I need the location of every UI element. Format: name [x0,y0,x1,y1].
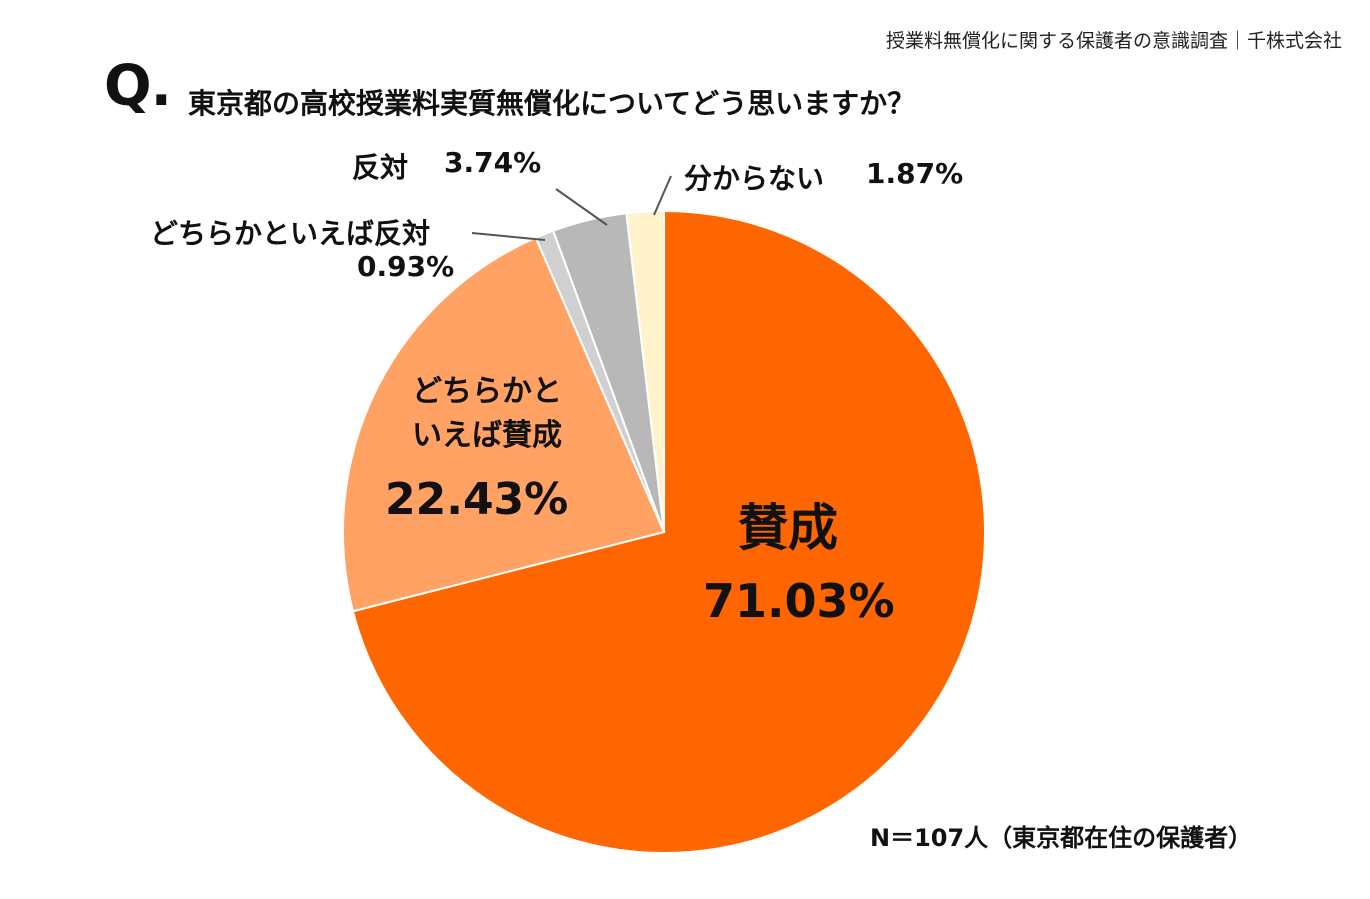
label-sansei-value: 71.03% [703,574,895,628]
leader-line-wakaranai [653,175,672,216]
label-hantai-value: 3.74% [444,146,542,179]
label-hantai-name: 反対 [352,151,409,184]
label-sansei-name: 賛成 [738,499,838,557]
label-wakaranai-value: 1.87% [866,157,964,190]
label-dochira-sansei-line2: いえば賛成 [412,418,562,453]
question-mark: Q. [104,54,172,119]
label-dochira-hantai-value: 0.93% [357,250,455,283]
label-dochira-hantai-name: どちらかといえば反対 [150,217,431,250]
source-note: 授業料無償化に関する保護者の意識調査｜千株式会社 [885,30,1342,52]
question-text: 東京都の高校授業料実質無償化についてどう思いますか？ [188,87,916,120]
slice-wakaranai [625,209,665,533]
leader-line-dochira-hantai [471,232,546,241]
sample-size-note: N＝107人（東京都在住の保護者） [870,824,1253,852]
label-dochira-sansei-value: 22.43% [385,474,569,525]
label-dochira-sansei-line1: どちらかと [412,374,562,409]
leader-line-hantai [555,188,608,226]
slice-sansei [351,209,986,854]
label-wakaranai-name: 分からない [684,162,825,195]
slice-dochira-sansei [342,236,666,613]
